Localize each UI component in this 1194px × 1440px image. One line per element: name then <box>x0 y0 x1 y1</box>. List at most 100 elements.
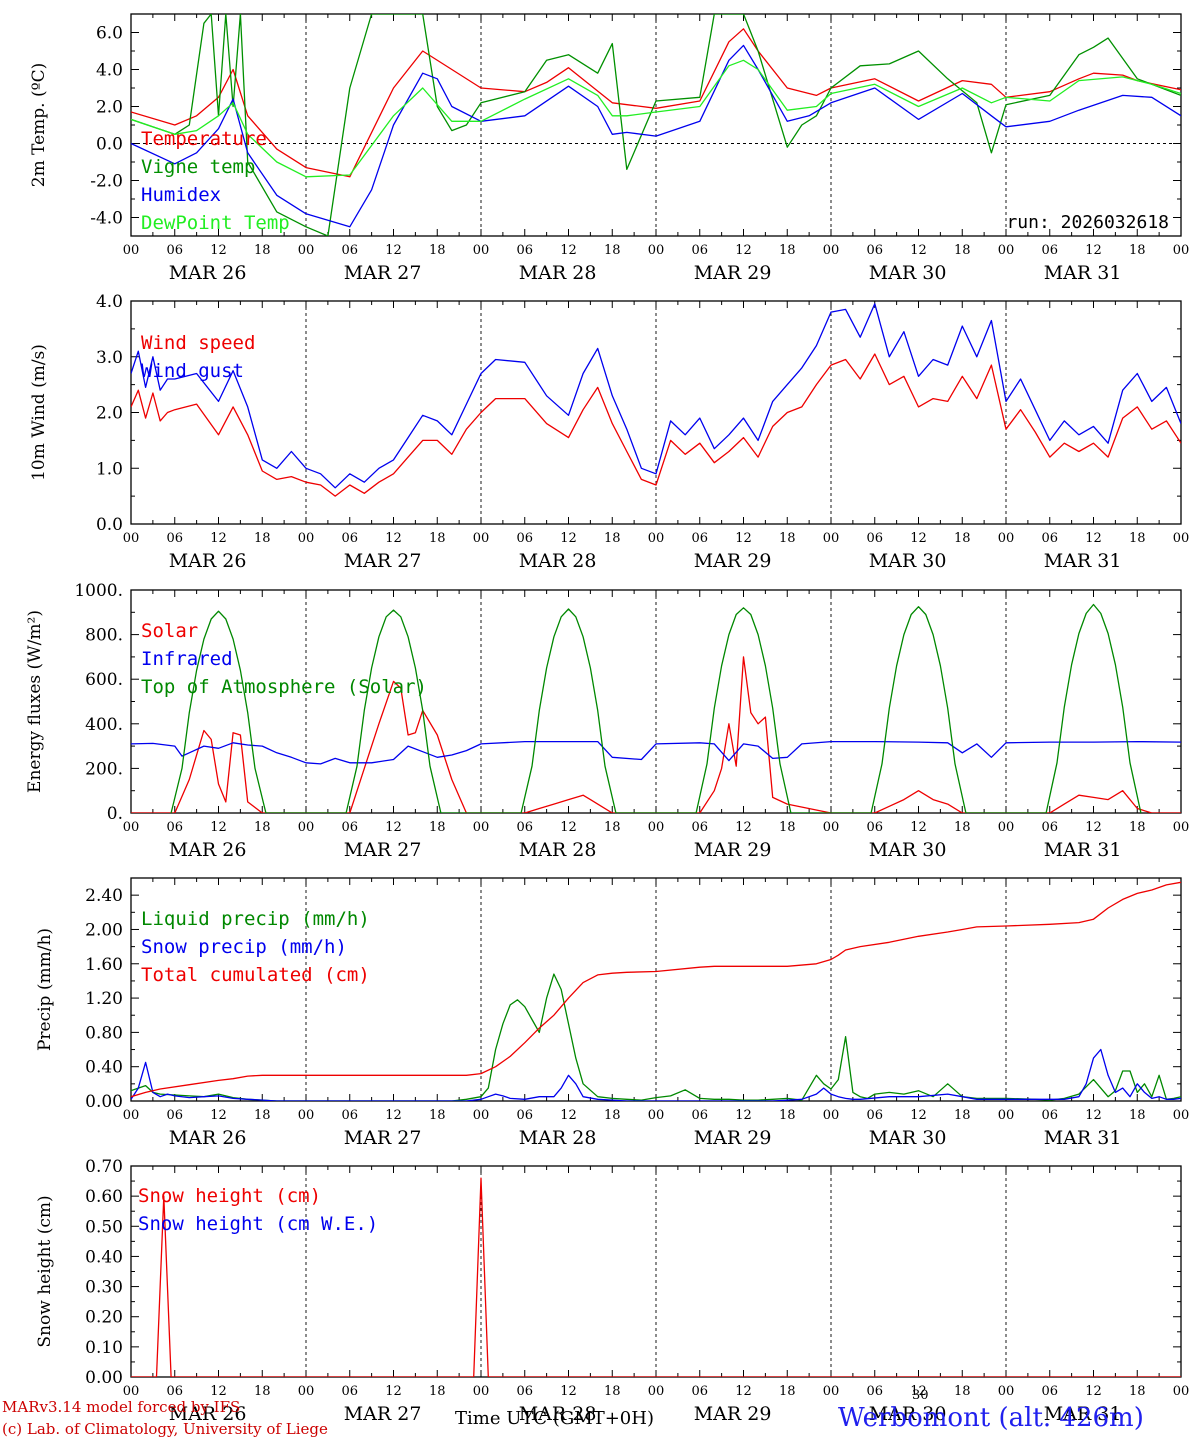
x-tick-label: 00 <box>823 1108 840 1123</box>
series-line-2 <box>131 303 1181 489</box>
x-tick-label: 06 <box>1041 1108 1058 1123</box>
day-label: MAR 29 <box>694 1127 772 1149</box>
day-label: MAR 29 <box>694 839 772 861</box>
x-tick-label: 12 <box>910 531 927 546</box>
day-label: MAR 27 <box>344 550 422 572</box>
x-tick-label: 18 <box>954 531 971 546</box>
x-tick-label: 18 <box>604 1384 621 1399</box>
x-tick-label: 18 <box>779 1384 796 1399</box>
legend-entry: Top of Atmosphere (Solar) <box>141 676 427 698</box>
y-tick-label: 400. <box>85 715 123 735</box>
y-tick-label: 0.50 <box>85 1217 123 1237</box>
day-label: MAR 30 <box>869 550 947 572</box>
x-tick-label: 00 <box>123 531 140 546</box>
x-tick-label: 12 <box>210 1384 227 1399</box>
x-tick-label: 06 <box>691 1384 708 1399</box>
x-tick-label: 18 <box>954 243 971 258</box>
legend-entry: Solar <box>141 620 198 642</box>
x-tick-label: 06 <box>866 531 883 546</box>
x-tick-label: 18 <box>779 243 796 258</box>
x-tick-label: 00 <box>123 1384 140 1399</box>
series-group <box>131 881 1181 1101</box>
y-axis-title: Precip (mm/h) <box>35 928 55 1051</box>
x-tick-label: 12 <box>210 243 227 258</box>
x-tick-label: 18 <box>1129 1108 1146 1123</box>
panel-2: 00 06 12 18 00 06 12 18 00 06 12 18 00 06 12 18 00 06 12 18… <box>29 292 1189 572</box>
y-tick-label: 0.00 <box>85 1368 123 1388</box>
x-tick-label: 12 <box>385 1108 402 1123</box>
x-tick-label: 12 <box>560 243 577 258</box>
panel-5: 00 06 12 18 00 06 12 18 00 06 12 18 00 06 12 18 00 06 12 18… <box>35 1157 1189 1425</box>
x-tick-label: 12 <box>1085 1108 1102 1123</box>
y-tick-label: 4.0 <box>96 61 123 81</box>
plot-frame <box>130 589 1182 814</box>
legend-entry: Wind speed <box>141 332 255 354</box>
y-axis-title: Snow height (cm) <box>35 1195 55 1347</box>
day-label: MAR 31 <box>1044 1403 1122 1425</box>
x-tick-label: 06 <box>1041 820 1058 835</box>
x-tick-label: 00 <box>648 531 665 546</box>
x-tick-label: 12 <box>385 1384 402 1399</box>
day-label: MAR 31 <box>1044 839 1122 861</box>
x-tick-label: 18 <box>779 1108 796 1123</box>
panel-4: 00 06 12 18 00 06 12 18 00 06 12 18 00 06 12 18 00 06 12 18… <box>35 877 1189 1149</box>
x-tick-label: 18 <box>779 820 796 835</box>
y-tick-label: 0.40 <box>85 1058 123 1078</box>
x-tick-label: 00 <box>473 243 490 258</box>
x-tick-label: 00 <box>1173 243 1190 258</box>
series-line-3 <box>131 881 1181 1098</box>
series-line-2 <box>131 1048 1181 1101</box>
x-tick-label: 12 <box>210 531 227 546</box>
lab-credit: (c) Lab. of Climatology, University of L… <box>2 1420 328 1438</box>
x-tick-label: 00 <box>1173 1384 1190 1399</box>
x-tick-label: 12 <box>735 243 752 258</box>
day-label: MAR 27 <box>344 1403 422 1425</box>
legend-entry: DewPoint Temp <box>141 212 290 234</box>
series-line-1 <box>131 28 1181 178</box>
x-tick-label: 18 <box>254 1384 271 1399</box>
y-tick-label: 2.40 <box>85 886 123 906</box>
day-label: MAR 30 <box>869 839 947 861</box>
legend-entry: Snow precip (mm/h) <box>141 936 347 958</box>
x-tick-label: 18 <box>1129 243 1146 258</box>
x-tick-label: 12 <box>735 820 752 835</box>
y-tick-label: -4.0 <box>90 209 123 229</box>
x-tick-label: 18 <box>429 820 446 835</box>
day-label: MAR 30 <box>869 1127 947 1149</box>
panels: 00 06 12 18 00 06 12 18 00 06 12 18 00 06 12 18 00 06 12 18… <box>25 13 1190 1425</box>
x-tick-label: 12 <box>735 531 752 546</box>
series-group <box>131 603 1181 813</box>
series-line-3 <box>170 603 1142 813</box>
x-tick-label: 12 <box>910 820 927 835</box>
x-tick-label: 06 <box>691 243 708 258</box>
x-tick-label: 12 <box>910 1108 927 1123</box>
x-tick-label: 00 <box>298 243 315 258</box>
y-tick-label: 2.0 <box>96 98 123 118</box>
y-tick-label: 1000. <box>74 581 123 601</box>
series-group <box>131 1177 1181 1377</box>
x-tick-label: 06 <box>516 1108 533 1123</box>
day-label: MAR 31 <box>1044 262 1122 284</box>
x-tick-label: 00 <box>473 531 490 546</box>
day-label: MAR 28 <box>519 262 597 284</box>
plot-frame <box>130 300 1182 525</box>
x-tick-label: 12 <box>1085 820 1102 835</box>
x-tick-label: 18 <box>254 531 271 546</box>
x-tick-label: 12 <box>560 1384 577 1399</box>
x-tick-label: 18 <box>604 531 621 546</box>
series-line-3 <box>131 44 1181 228</box>
day-label: MAR 27 <box>344 262 422 284</box>
x-tick-label: 00 <box>823 1384 840 1399</box>
run-annotation: run: 2026032618 <box>1006 212 1169 233</box>
day-label: MAR 30 <box>869 262 947 284</box>
x-tick-label: 06 <box>166 243 183 258</box>
x-tick-label: 06 <box>866 1384 883 1399</box>
y-tick-label: 0.0 <box>96 135 123 155</box>
legend-entry: Total cumulated (cm) <box>141 964 370 986</box>
y-tick-label: 0.00 <box>85 1092 123 1112</box>
x-tick-label: 00 <box>998 1108 1015 1123</box>
x-tick-label: 06 <box>1041 1384 1058 1399</box>
x-tick-label: 06 <box>341 1108 358 1123</box>
x-tick-label: 12 <box>560 820 577 835</box>
series-line-1 <box>131 353 1181 497</box>
